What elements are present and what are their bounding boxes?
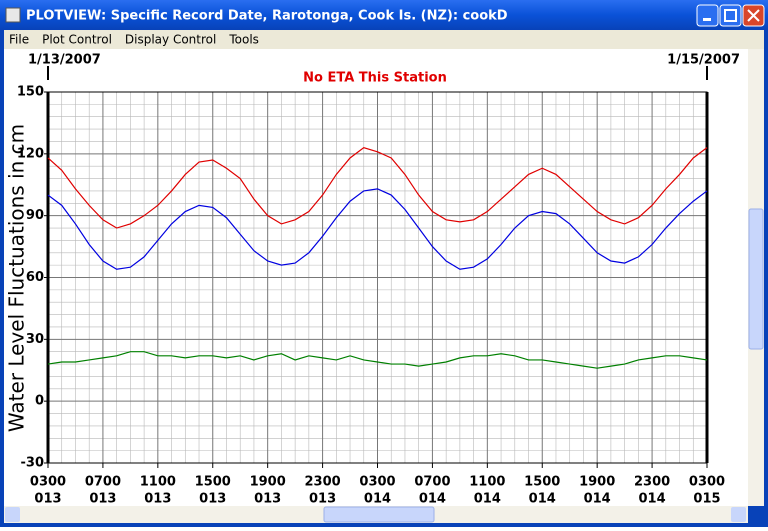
y-tick-label: 120 — [17, 146, 44, 161]
vertical-scroll-thumb[interactable] — [748, 208, 764, 350]
title-bar — [0, 0, 768, 30]
maximize-icon — [724, 9, 737, 22]
x-tick-day: 013 — [199, 492, 226, 507]
x-tick-day: 014 — [364, 492, 391, 507]
x-tick-label: 0300 — [359, 475, 395, 490]
y-tick-label: 90 — [26, 208, 44, 223]
chart-title: No ETA This Station — [303, 71, 447, 86]
x-tick-label: 1900 — [250, 475, 286, 490]
y-tick-label: 150 — [17, 85, 44, 100]
chart: 1/13/2007 1/15/2007 No ETA This Station … — [5, 53, 741, 507]
series-line — [47, 351, 708, 369]
grid — [47, 91, 708, 464]
app-icon — [5, 7, 21, 23]
x-tick-label: 0300 — [30, 475, 66, 490]
y-tick-label: 30 — [26, 332, 44, 347]
x-tick-label: 1500 — [195, 475, 231, 490]
x-tick-day: 014 — [529, 492, 556, 507]
scroll-right-button[interactable] — [731, 507, 746, 522]
x-tick-label: 1100 — [469, 475, 505, 490]
x-tick-day: 014 — [584, 492, 611, 507]
x-tick-day: 013 — [254, 492, 281, 507]
x-tick-day: 015 — [693, 492, 720, 507]
x-tick-label: 0700 — [85, 475, 121, 490]
y-tick-label: 60 — [26, 270, 44, 285]
x-tick-label: 2300 — [304, 475, 340, 490]
series-line — [47, 146, 708, 229]
x-tick-day: 014 — [639, 492, 666, 507]
menu-item[interactable]: Tools — [228, 33, 259, 47]
x-tick-label: 2300 — [634, 475, 670, 490]
x-tick-label: 0300 — [689, 475, 725, 490]
maximize-button[interactable] — [719, 4, 742, 27]
window-title: PLOTVIEW: Specific Record Date, Rarotong… — [26, 9, 508, 24]
start-date: 1/13/2007 — [28, 53, 101, 68]
x-tick-label: 1100 — [140, 475, 176, 490]
x-tick-label: 1500 — [524, 475, 560, 490]
x-tick-day: 014 — [419, 492, 446, 507]
x-tick-day: 013 — [34, 492, 61, 507]
x-tick-label: 0700 — [414, 475, 450, 490]
y-tick-label: 0 — [35, 394, 44, 409]
x-tick-day: 013 — [144, 492, 171, 507]
x-tick-day: 013 — [309, 492, 336, 507]
minimize-icon — [703, 18, 711, 21]
menu-item[interactable]: File — [9, 33, 29, 47]
minimize-button[interactable] — [696, 4, 719, 27]
y-tick-label: -30 — [21, 456, 45, 471]
series-line — [47, 188, 708, 270]
x-tick-label: 1900 — [579, 475, 615, 490]
menu-item[interactable]: Display Control — [125, 33, 216, 47]
scroll-left-button[interactable] — [5, 507, 20, 522]
end-date: 1/15/2007 — [667, 53, 740, 68]
x-tick-day: 014 — [474, 492, 501, 507]
y-axis-label: Water Level Fluctuations in cm — [5, 124, 29, 432]
x-tick-day: 013 — [89, 492, 116, 507]
menu: File Plot Control Display Control Tools — [9, 33, 259, 47]
menu-bar — [4, 30, 764, 49]
close-icon — [747, 9, 760, 22]
horizontal-scroll-thumb[interactable] — [323, 506, 435, 523]
menu-item[interactable]: Plot Control — [42, 33, 112, 47]
